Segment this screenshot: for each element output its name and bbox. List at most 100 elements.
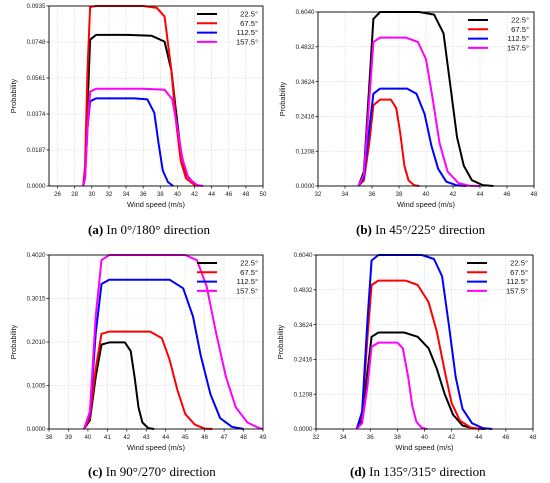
chart-b: 32 34 36 38 40 42 44 46 48 0.0000 0.1208 0.2416 0.36… [278, 9, 538, 209]
chart-a-ytick-label: 0.0561 [27, 75, 46, 82]
chart-d-ytick-label: 0.0000 [294, 426, 313, 433]
chart-c-ytick-label: 0.1005 [27, 383, 46, 390]
chart-d-ytick-label: 0.6040 [294, 252, 313, 259]
chart-a-legend-label-0: 22.5° [240, 10, 258, 19]
chart-b-series-line-0 [357, 11, 494, 187]
chart-d-xtick-label: 38 [394, 434, 401, 441]
chart-c-xtick-label: 42 [123, 434, 130, 441]
chart-b-series-line-1 [357, 98, 420, 187]
chart-b-xtick-label: 38 [396, 191, 403, 198]
chart-b-ytick-label: 0.2416 [296, 114, 315, 121]
chart-a-ytick-label: 0.0000 [27, 183, 46, 190]
chart-c-legend-label-0: 22.5° [240, 259, 258, 268]
chart-a-series-line-1 [82, 5, 200, 187]
chart-b-legend: 22.5°67.5°112.5°157.5° [468, 16, 529, 53]
chart-a-xtick-label: 50 [260, 191, 267, 198]
chart-d-xtick-label: 32 [313, 434, 320, 441]
chart-b-xtick-label: 34 [342, 191, 349, 198]
chart-b-legend-label-1: 67.5° [511, 25, 529, 34]
chart-d-legend-label-2: 112.5° [507, 277, 528, 286]
chart-b-xlabel: Wind speed (m/s) [397, 200, 455, 209]
chart-d-ytick-label: 0.2416 [294, 357, 313, 364]
caption-c-letter: (c) [88, 464, 103, 479]
chart-c-legend-label-1: 67.5° [240, 268, 258, 277]
chart-b-series-line-3 [357, 36, 481, 187]
chart-d-ylabel: Probability [276, 324, 285, 359]
chart-d-series-line-0 [355, 331, 486, 430]
chart-a-xtick-label: 30 [88, 191, 95, 198]
chart-b-legend-label-0: 22.5° [511, 16, 529, 25]
chart-c-xtick-label: 38 [46, 434, 53, 441]
chart-b-xtick-label: 32 [315, 191, 322, 198]
chart-c-xtick-label: 40 [84, 434, 91, 441]
chart-d-legend-label-3: 157.5° [506, 287, 528, 296]
chart-c-xtick-label: 45 [182, 434, 189, 441]
chart-a-legend: 22.5°67.5°112.5°157.5° [197, 10, 258, 47]
chart-b-ytick-label: 0.4832 [296, 44, 315, 51]
chart-c: 38 39 40 41 42 43 44 45 46 47 48 49 0.0000 0.1005 0.20… [9, 252, 267, 452]
chart-b-ylabel: Probability [278, 81, 287, 116]
chart-a-xlabel: Wind speed (m/s) [127, 200, 185, 209]
chart-d-ytick-label: 0.4832 [294, 287, 313, 294]
caption-d-text: In 135°/315° direction [365, 464, 486, 479]
chart-c-xtick-label: 49 [260, 434, 267, 441]
chart-c-ytick-label: 0.2010 [27, 339, 46, 346]
chart-d-xtick-label: 46 [502, 434, 509, 441]
chart-c-ytick-label: 0.4020 [27, 252, 46, 259]
chart-d-xlabel: Wind speed (m/s) [396, 443, 454, 452]
caption-b-letter: (b) [356, 222, 372, 237]
chart-d-series-line-2 [355, 254, 493, 430]
chart-d-legend-label-1: 67.5° [510, 268, 528, 277]
chart-c-xtick-label: 44 [162, 434, 169, 441]
chart-a-xtick-label: 48 [242, 191, 249, 198]
caption-d-letter: (d) [350, 464, 366, 479]
chart-c-legend-label-3: 157.5° [236, 287, 258, 296]
chart-d-xtick-label: 44 [475, 434, 482, 441]
chart-a-xtick-label: 36 [140, 191, 147, 198]
chart-d-xtick-label: 34 [340, 434, 347, 441]
chart-a-xtick-label: 38 [157, 191, 164, 198]
chart-c-ylabel: Probability [9, 324, 18, 359]
caption-a: (a) In 0°/180° direction [88, 222, 210, 238]
chart-d-legend: 22.5°67.5°112.5°157.5° [467, 259, 528, 296]
chart-d-ytick-label: 0.1208 [294, 391, 313, 398]
chart-c-xtick-label: 41 [104, 434, 111, 441]
chart-c-series-line-1 [83, 330, 213, 430]
chart-c-xtick-label: 46 [201, 434, 208, 441]
chart-a-ytick-label: 0.0187 [27, 147, 46, 154]
chart-c-legend-label-2: 112.5° [237, 277, 258, 286]
chart-b-legend-label-2: 112.5° [508, 34, 529, 43]
chart-b-xtick-label: 48 [531, 191, 538, 198]
chart-a-xtick-label: 42 [191, 191, 198, 198]
chart-b-ytick-label: 0.6040 [296, 9, 315, 16]
chart-a-xtick-label: 32 [105, 191, 112, 198]
chart-b-xtick-label: 36 [369, 191, 376, 198]
caption-c-text: In 90°/270° direction [102, 464, 216, 479]
chart-b-xtick-label: 46 [504, 191, 511, 198]
caption-a-letter: (a) [88, 222, 104, 237]
chart-d-xtick-label: 40 [421, 434, 428, 441]
chart-c-xtick-label: 48 [240, 434, 247, 441]
chart-d-series-line-1 [355, 279, 482, 430]
chart-c-series-line-2 [83, 278, 244, 430]
caption-b: (b) In 45°/225° direction [356, 222, 485, 238]
chart-a-ytick-label: 0.0748 [27, 39, 46, 46]
chart-a-xtick-label: 28 [71, 191, 78, 198]
chart-a: 26 28 30 32 34 36 38 40 42 44 46 48 50 0.0000 0.0187 0.… [9, 3, 267, 209]
chart-c-xtick-label: 43 [143, 434, 150, 441]
chart-a-frame [48, 5, 264, 187]
chart-a-series-line-2 [82, 97, 174, 187]
chart-a-ytick-label: 0.0374 [27, 111, 46, 118]
chart-b-xtick-label: 42 [450, 191, 457, 198]
chart-d-xtick-label: 36 [367, 434, 374, 441]
chart-d: 32 34 36 38 40 42 44 46 48 0.0000 0.1208 0.2416 0.36… [276, 252, 537, 452]
chart-a-xtick-label: 40 [174, 191, 181, 198]
chart-a-legend-label-2: 112.5° [237, 28, 258, 37]
chart-d-series-line-3 [355, 341, 428, 430]
caption-d: (d) In 135°/315° direction [350, 464, 486, 480]
chart-a-legend-label-3: 157.5° [236, 38, 258, 47]
chart-c-xtick-label: 39 [65, 434, 72, 441]
chart-a-xtick-label: 34 [123, 191, 130, 198]
chart-d-legend-label-0: 22.5° [510, 259, 528, 268]
